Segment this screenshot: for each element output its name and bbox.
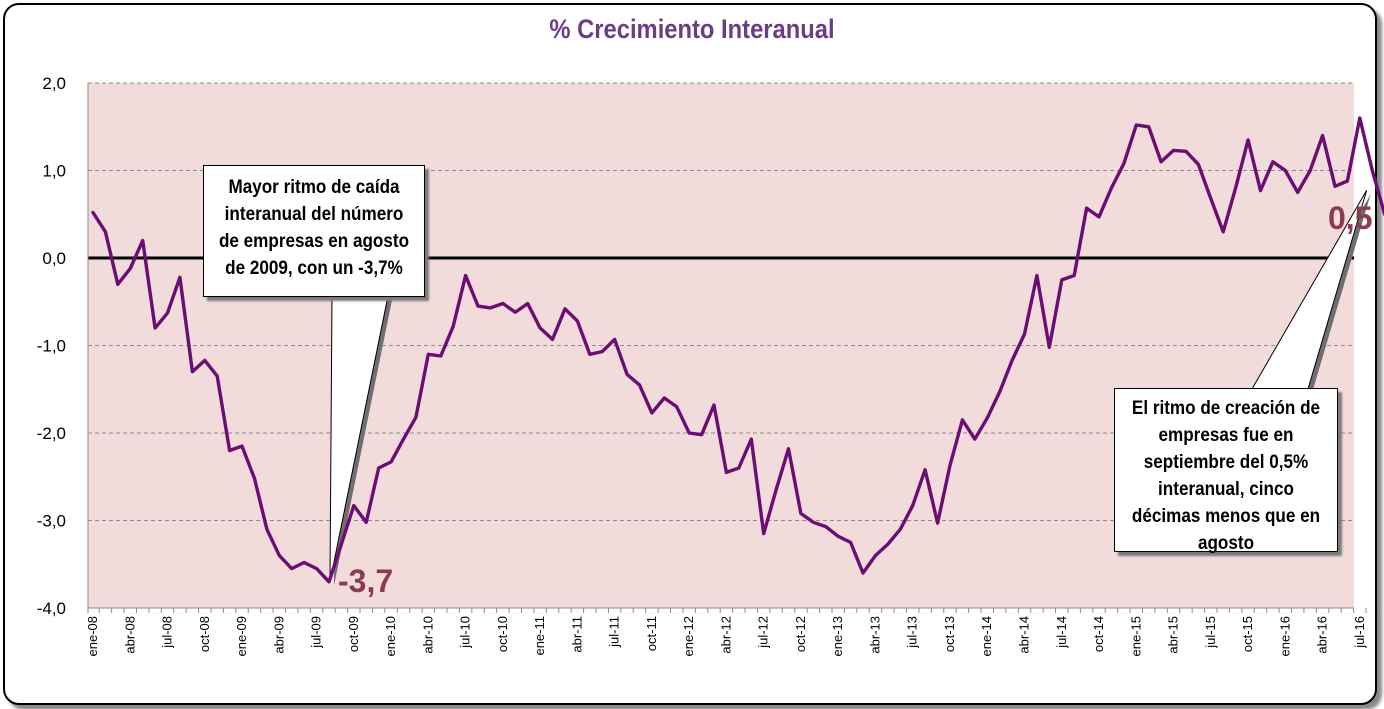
x-tick-label: abr-12 [718, 616, 733, 654]
x-tick-label: oct-08 [197, 616, 212, 652]
x-tick-label: jul-13 [905, 616, 920, 649]
y-tick-label: -3,0 [37, 512, 66, 531]
x-tick-label: jul-09 [309, 616, 324, 649]
callout-line: empresas fue en [1158, 425, 1294, 446]
y-tick-label: -1,0 [37, 337, 66, 356]
x-tick-label: jul-11 [607, 616, 622, 648]
x-tick-label: abr-15 [1166, 616, 1181, 654]
callout-line: agosto [1197, 533, 1255, 554]
x-tick-label: jul-14 [1054, 616, 1069, 649]
x-tick-label: abr-08 [122, 616, 137, 654]
y-tick-label: -4,0 [37, 599, 66, 618]
x-tick-label: abr-13 [867, 616, 882, 654]
x-tick-label: ene-11 [532, 616, 547, 656]
callout-latest-growth: El ritmo de creación de empresas fue en … [1114, 388, 1338, 554]
callout-max-decline: Mayor ritmo de caída interanual del núme… [203, 165, 425, 297]
last-value-label: 0,5 [1328, 200, 1373, 236]
y-tick-label: -2,0 [37, 424, 66, 443]
x-tick-label: oct-11 [644, 616, 659, 651]
callout-line: Mayor ritmo de caída [228, 177, 400, 198]
x-tick-label: oct-15 [1240, 616, 1255, 652]
x-tick-label: jul-08 [160, 616, 175, 649]
callout-line: interanual, cinco [1158, 479, 1294, 500]
x-tick-label: oct-14 [1091, 616, 1106, 652]
x-tick-label: ene-15 [1128, 616, 1143, 656]
callout-line: décimas menos que en [1131, 506, 1321, 527]
x-tick-label: abr-09 [271, 616, 286, 654]
series-line [91, 116, 1384, 584]
x-tick-label: ene-12 [681, 616, 696, 656]
x-tick-label: oct-12 [793, 616, 808, 652]
y-tick-label: 0,0 [42, 249, 66, 268]
x-tick-label: jul-10 [458, 616, 473, 649]
callout-line: de 2009, con un -3,7% [225, 258, 403, 279]
x-tick-label: ene-16 [1277, 616, 1292, 656]
x-tick-label: ene-08 [85, 616, 100, 656]
x-tick-label: ene-09 [234, 616, 249, 656]
x-tick-label: abr-10 [420, 616, 435, 654]
min-value-label: -3,7 [338, 563, 394, 599]
x-tick-label: jul-16 [1352, 616, 1367, 649]
x-tick-label: ene-13 [830, 616, 845, 656]
callout-line: septiembre del 0,5% [1143, 452, 1309, 473]
x-tick-label: abr-11 [569, 616, 584, 653]
y-tick-label: 2,0 [42, 74, 66, 93]
x-tick-label: ene-10 [383, 616, 398, 656]
x-tick-label: abr-16 [1315, 616, 1330, 654]
y-tick-label: 1,0 [42, 162, 66, 181]
x-tick-label: abr-14 [1017, 616, 1032, 654]
x-tick-label: jul-12 [756, 616, 771, 649]
callout-line: interanual del número [224, 204, 404, 225]
x-tick-label: oct-13 [942, 616, 957, 652]
callout-line: El ritmo de creación de [1131, 398, 1321, 419]
callout-line: de empresas en agosto [218, 231, 410, 252]
x-tick-label: jul-15 [1203, 616, 1218, 649]
x-tick-label: ene-14 [979, 616, 994, 656]
x-tick-label: oct-09 [346, 616, 361, 652]
x-tick-label: oct-10 [495, 616, 510, 652]
chart-title: % Crecimiento Interanual [549, 14, 835, 44]
